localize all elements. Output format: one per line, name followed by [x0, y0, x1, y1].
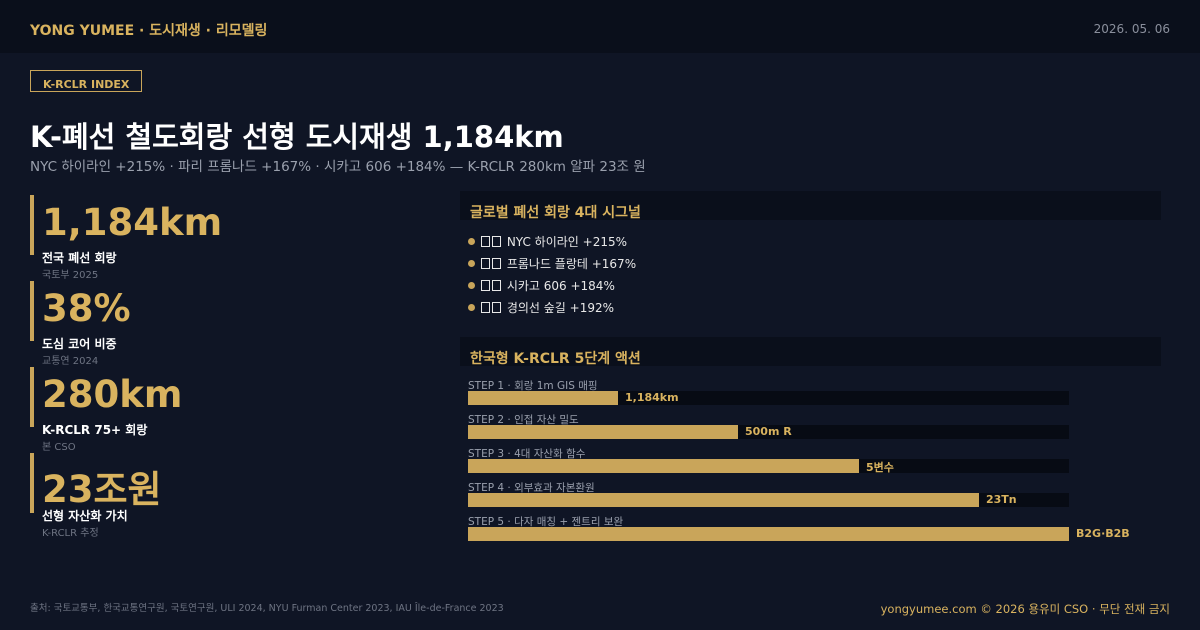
top-bar: YONG YUMEE · 도시재생 · 리모델링 2026. 05. 06	[0, 0, 1200, 53]
stat-label: 선형 자산화 가치	[42, 509, 128, 523]
stat-label: 전국 폐선 회랑	[42, 251, 117, 265]
step-bar-track: B2G·B2B	[468, 527, 1130, 541]
glyph-box-icon	[481, 280, 490, 291]
signal-item: NYC 하이라인 +215%	[468, 233, 627, 250]
bullet-dot-icon	[468, 282, 475, 289]
step-bar-track: 5변수	[468, 459, 1069, 474]
step-label: STEP 2 · 인접 자산 밀도	[468, 414, 579, 426]
glyph-box-icon	[481, 258, 490, 269]
stat-label: 도심 코어 비중	[42, 337, 117, 351]
step-bar-track: 500m R	[468, 425, 1069, 439]
stat-accent-bar	[30, 195, 34, 255]
glyph-box-icon	[492, 236, 501, 247]
glyph-box-icon	[492, 258, 501, 269]
step-value: 5변수	[866, 461, 894, 474]
stat-value: 38%	[42, 287, 131, 330]
step-bar-fill	[468, 493, 979, 507]
glyph-box-icon	[481, 236, 490, 247]
step-label: STEP 4 · 외부효과 자본환원	[468, 482, 595, 494]
page-title: K-폐선 철도회랑 선형 도시재생 1,184km	[30, 120, 564, 154]
step-value: 23Tn	[986, 493, 1017, 506]
signal-text: 프롬나드 플랑테 +167%	[506, 257, 637, 271]
step-label: STEP 3 · 4대 자산화 함수	[468, 448, 586, 460]
stat-source: 국토부 2025	[42, 270, 99, 281]
stat-source: 본 CSO	[42, 442, 76, 453]
page-subtitle: NYC 하이라인 +215% · 파리 프롬나드 +167% · 시카고 606…	[30, 159, 646, 175]
signals-heading-bar: 글로벌 폐선 회랑 4대 시그널	[460, 191, 1161, 221]
glyph-box-icon	[481, 302, 490, 313]
footer-sources: 출처: 국토교통부, 한국교통연구원, 국토연구원, ULI 2024, NYU…	[30, 603, 504, 614]
bullet-dot-icon	[468, 304, 475, 311]
step-row: STEP 5 · 다자 매칭 + 젠트리 보완 B2G·B2B	[468, 514, 1130, 546]
step-bar-fill	[468, 459, 859, 473]
signal-text: NYC 하이라인 +215%	[506, 235, 628, 249]
step-row: STEP 1 · 회랑 1m GIS 매핑 1,184km	[468, 378, 1069, 410]
step-bar-track: 23Tn	[468, 493, 1069, 507]
stat-source: 교통연 2024	[42, 356, 99, 367]
step-bar-fill	[468, 425, 738, 439]
index-tag: K-RCLR INDEX	[30, 70, 143, 92]
stat-value: 1,184km	[42, 201, 223, 244]
step-value: B2G·B2B	[1076, 527, 1130, 540]
bullet-dot-icon	[468, 238, 475, 245]
step-row: STEP 3 · 4대 자산화 함수 5변수	[468, 446, 1069, 478]
signal-item: 시카고 606 +184%	[468, 277, 615, 294]
step-bar-fill	[468, 391, 618, 405]
step-value: 500m R	[745, 425, 792, 438]
glyph-box-icon	[492, 280, 501, 291]
stat-accent-bar	[30, 367, 34, 427]
signal-text: 시카고 606 +184%	[506, 279, 615, 293]
steps-heading-bar: 한국형 K-RCLR 5단계 액션	[460, 337, 1161, 367]
step-label: STEP 1 · 회랑 1m GIS 매핑	[468, 380, 598, 392]
glyph-box-icon	[492, 302, 501, 313]
footer-copyright: yongyumee.com © 2026 용유미 CSO · 무단 전재 금지	[880, 602, 1170, 616]
step-value: 1,184km	[625, 391, 679, 404]
step-row: STEP 4 · 외부효과 자본환원 23Tn	[468, 480, 1069, 512]
signal-item: 프롬나드 플랑테 +167%	[468, 255, 636, 272]
stat-accent-bar	[30, 281, 34, 341]
step-bar-fill	[468, 527, 1069, 541]
stat-accent-bar	[30, 453, 34, 513]
stat-label: K-RCLR 75+ 회랑	[42, 423, 148, 437]
stat-source: K-RCLR 추정	[42, 528, 99, 539]
signals-heading: 글로벌 폐선 회랑 4대 시그널	[470, 205, 641, 221]
stat-value: 280km	[42, 373, 183, 416]
step-row: STEP 2 · 인접 자산 밀도 500m R	[468, 412, 1069, 444]
header-date: 2026. 05. 06	[1093, 22, 1170, 36]
signal-text: 경의선 숲길 +192%	[506, 301, 615, 315]
brand-title: YONG YUMEE · 도시재생 · 리모델링	[30, 23, 268, 39]
signal-item: 경의선 숲길 +192%	[468, 299, 614, 316]
stat-value: 23조원	[42, 468, 162, 511]
step-label: STEP 5 · 다자 매칭 + 젠트리 보완	[468, 516, 624, 528]
bullet-dot-icon	[468, 260, 475, 267]
steps-heading: 한국형 K-RCLR 5단계 액션	[470, 351, 641, 367]
step-bar-track: 1,184km	[468, 391, 1069, 405]
